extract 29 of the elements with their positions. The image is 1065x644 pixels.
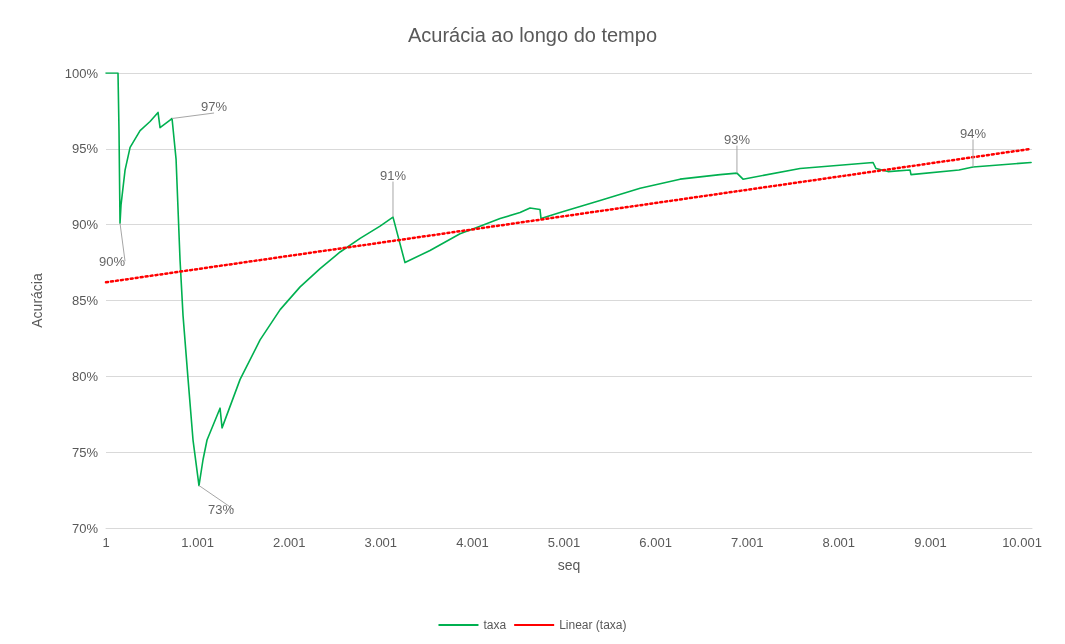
- x-tick-label: 3.001: [364, 535, 398, 550]
- x-axis-title: seq: [557, 557, 581, 573]
- annotation: 94%: [959, 125, 987, 141]
- chart-title: Acurácia ao longo do tempo: [407, 24, 658, 46]
- y-tick-label: 85%: [71, 293, 99, 308]
- y-tick-label: 80%: [71, 368, 99, 384]
- y-tick-label: 70%: [71, 520, 99, 536]
- y-tick-label: 95%: [71, 141, 99, 157]
- y-tick-label: 100%: [64, 65, 99, 81]
- annotation: 73%: [207, 502, 235, 518]
- legend-label: Linear (taxa): [559, 618, 627, 632]
- annotation: 93%: [723, 131, 751, 147]
- x-tick-label: 6.001: [639, 535, 672, 550]
- x-tick-label: 5.001: [547, 535, 581, 550]
- x-tick-label: 7.001: [730, 535, 764, 550]
- x-tick-label: 4.001: [456, 535, 489, 550]
- x-tick-label: 1.001: [181, 535, 214, 550]
- annotation: 97%: [201, 99, 228, 114]
- x-tick-label: 8.001: [822, 535, 856, 550]
- annotation: 90%: [99, 253, 126, 269]
- y-tick-label: 75%: [71, 444, 99, 460]
- x-tick-label: 1: [102, 535, 110, 550]
- y-axis-title: Acurácia: [29, 273, 45, 328]
- y-tick-label: 90%: [71, 217, 99, 233]
- annotation: 91%: [379, 167, 407, 183]
- legend-label: taxa: [483, 618, 507, 632]
- x-tick-label: 2.001: [272, 535, 306, 550]
- x-tick-label: 9.001: [914, 535, 947, 550]
- x-tick-label: 10.001: [1002, 535, 1042, 550]
